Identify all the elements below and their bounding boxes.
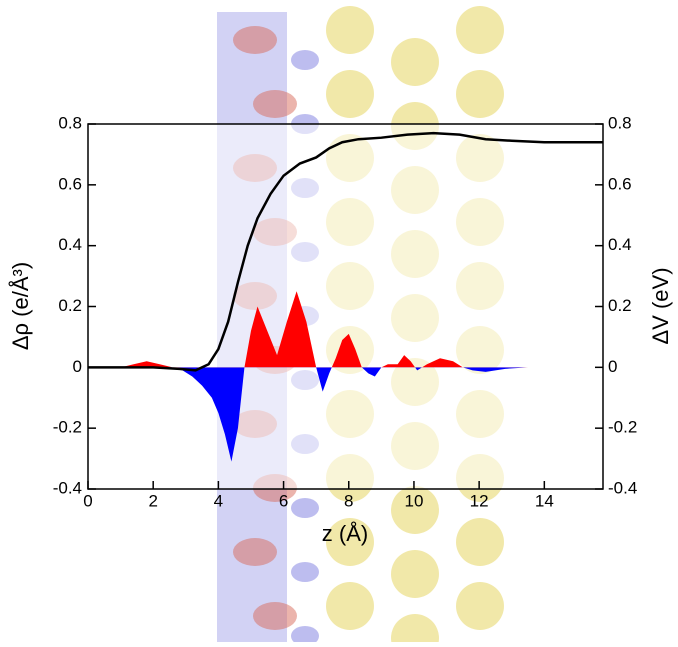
- x-tick-label: 8: [344, 491, 353, 510]
- orbital: [233, 26, 277, 54]
- area-negative: [172, 367, 529, 462]
- y-tick-label: 0.2: [58, 296, 82, 315]
- x-tick-label: 2: [148, 491, 157, 510]
- orbital: [291, 562, 319, 582]
- atom: [326, 518, 374, 566]
- orbital: [253, 90, 297, 118]
- y2-tick-label: 0.6: [608, 174, 632, 193]
- potential-line: [88, 131, 603, 372]
- y2-tick-label: 0.4: [608, 235, 632, 254]
- y-axis-label: Δρ (e/Å³): [8, 262, 33, 350]
- plot-area: [88, 124, 603, 489]
- atom: [391, 486, 439, 534]
- y2-tick-label: -0.4: [608, 478, 637, 497]
- x-tick-label: 4: [214, 491, 223, 510]
- orbital: [253, 602, 297, 630]
- x-tick-label: 0: [83, 491, 92, 510]
- y-tick-label: -0.4: [53, 478, 82, 497]
- y2-tick-label: 0: [608, 357, 617, 376]
- plot-frame: [87, 123, 604, 490]
- atom: [326, 6, 374, 54]
- x-tick-label: 12: [470, 491, 489, 510]
- y2-tick-label: -0.2: [608, 418, 637, 437]
- atom: [456, 582, 504, 630]
- x-tick-label: 10: [404, 491, 423, 510]
- orbital: [291, 50, 319, 70]
- atom: [326, 70, 374, 118]
- y2-axis-label: ΔV (eV): [648, 267, 673, 344]
- area-positive: [88, 291, 603, 368]
- y-tick-label: 0.8: [58, 113, 82, 132]
- orbital: [291, 498, 319, 518]
- atom: [391, 550, 439, 598]
- y-tick-label: 0: [73, 357, 82, 376]
- atom: [456, 6, 504, 54]
- atom: [391, 614, 439, 647]
- y-tick-label: 0.4: [58, 235, 82, 254]
- y-tick-label: -0.2: [53, 418, 82, 437]
- atom: [326, 582, 374, 630]
- atom: [456, 70, 504, 118]
- x-tick-label: 14: [535, 491, 554, 510]
- x-tick-label: 6: [279, 491, 288, 510]
- y2-tick-label: 0.2: [608, 296, 632, 315]
- y-tick-label: 0.6: [58, 174, 82, 193]
- y2-tick-label: 0.8: [608, 113, 632, 132]
- orbital: [233, 538, 277, 566]
- x-axis-label: z (Å): [322, 521, 368, 546]
- atom: [391, 38, 439, 86]
- orbital: [291, 626, 319, 646]
- atom: [456, 518, 504, 566]
